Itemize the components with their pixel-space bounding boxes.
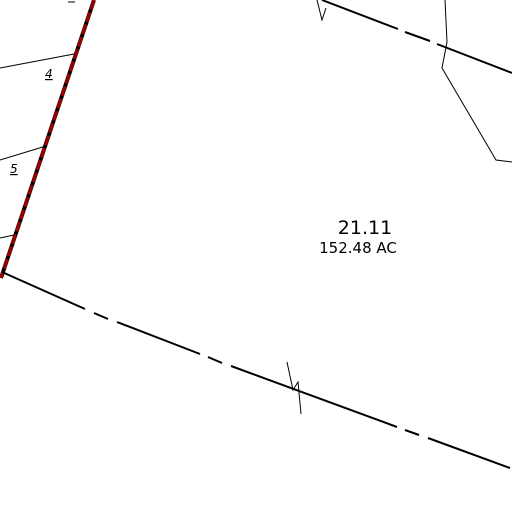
creek-line [441,0,512,163]
bottom-boundary-line [1,271,511,469]
lot-label-4: 4 [45,67,53,81]
break-symbol [286,361,302,415]
lot-line [0,145,47,161]
top-boundary-line [321,0,512,74]
parcel-id-label: 21.11 [338,217,392,239]
break-symbol [316,0,327,22]
highlight-boundary-line [0,0,96,279]
lot-label-5: 5 [10,162,18,176]
lot-line [0,53,75,69]
parcel-area-label: 152.48 AC [319,239,397,257]
lot-line [0,234,15,239]
